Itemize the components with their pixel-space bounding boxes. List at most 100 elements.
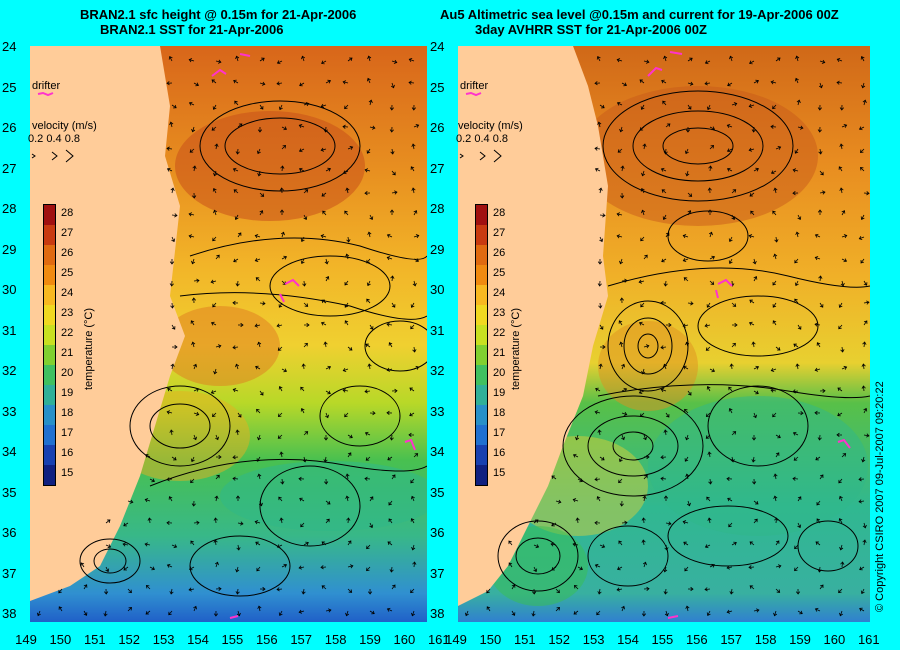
colorbar-swatch xyxy=(44,365,55,386)
colorbar-swatch xyxy=(476,365,487,386)
longitude-tick-label: 150 xyxy=(49,632,72,647)
longitude-tick-label: 160 xyxy=(393,632,416,647)
latitude-tick-label: 28 xyxy=(430,201,445,216)
colorbar-tick-label: 21 xyxy=(61,347,74,359)
sea-height-contours xyxy=(497,90,870,592)
colorbar-swatch xyxy=(476,205,487,226)
colorbar-swatch xyxy=(44,465,55,486)
latitude-tick-label: 25 xyxy=(2,79,17,95)
longitude-tick-label: 156 xyxy=(685,632,708,647)
latitude-tick-label: 26 xyxy=(2,120,17,135)
latitude-tick-label: 26 xyxy=(430,120,445,135)
longitude-tick-label: 153 xyxy=(582,632,605,647)
colorbar-tick-label: 21 xyxy=(493,347,506,359)
colorbar-swatch xyxy=(44,285,55,306)
longitude-tick-label: 159 xyxy=(359,632,381,647)
latitude-tick-label: 38 xyxy=(2,606,17,621)
coastline-land xyxy=(30,46,185,601)
colorbar-tick-label: 20 xyxy=(61,367,74,379)
longitude-tick-label: 151 xyxy=(83,632,106,647)
left-panel-title: BRAN2.1 sfc height @ 0.15m for 21-Apr-20… xyxy=(80,7,357,22)
latitude-tick-label: 35 xyxy=(2,484,17,500)
latitude-tick-label: 35 xyxy=(430,484,445,500)
colorbar-swatch xyxy=(44,305,55,326)
longitude-tick-label: 159 xyxy=(789,632,811,647)
colorbar-tick-label: 23 xyxy=(493,307,506,319)
longitude-tick-label: 158 xyxy=(754,632,777,647)
colorbar-tick-label: 28 xyxy=(493,207,506,219)
latitude-tick-label: 27 xyxy=(2,160,17,176)
latitude-tick-label: 36 xyxy=(2,525,17,540)
latitude-tick-label: 32 xyxy=(2,363,17,378)
colorbar-swatch xyxy=(44,325,55,346)
velocity-legend-arrows xyxy=(459,149,502,163)
colorbar-tick-label: 27 xyxy=(61,227,74,239)
colorbar-tick-label: 15 xyxy=(61,467,74,479)
latitude-tick-label: 29 xyxy=(2,241,17,257)
colorbar-swatch xyxy=(476,225,487,246)
colorbar-swatch xyxy=(476,345,487,366)
colorbar-swatch xyxy=(476,445,487,466)
colorbar-swatch xyxy=(44,345,55,366)
drifter-tracks xyxy=(211,53,416,619)
colorbar-tick-label: 18 xyxy=(61,407,74,419)
longitude-tick-label: 154 xyxy=(187,632,209,647)
colorbar-tick-label: 20 xyxy=(493,367,506,379)
colorbar-swatch xyxy=(44,205,55,226)
colorbar-swatch xyxy=(476,405,487,426)
left-map-panel xyxy=(30,46,427,622)
left-panel-subtitle: BRAN2.1 SST for 21-Apr-2006 xyxy=(100,22,284,37)
longitude-tick-label: 150 xyxy=(479,632,502,647)
colorbar-tick-label: 23 xyxy=(61,307,74,319)
longitude-tick-label: 149 xyxy=(445,632,467,647)
colorbar-swatch xyxy=(476,465,487,486)
longitude-tick-label: 149 xyxy=(15,632,37,647)
colorbar-tick-label: 22 xyxy=(493,327,506,339)
velocity-legend-arrows xyxy=(31,149,74,163)
longitude-tick-label: 154 xyxy=(617,632,639,647)
longitude-tick-label: 161 xyxy=(427,632,450,647)
colorbar-swatch xyxy=(476,285,487,306)
colorbar-swatch xyxy=(476,425,487,446)
latitude-tick-label: 33 xyxy=(430,403,445,419)
right-panel-subtitle: 3day AVHRR SST for 21-Apr-2006 00Z xyxy=(475,22,707,37)
colorbar-tick-label: 17 xyxy=(493,427,506,439)
latitude-tick-label: 37 xyxy=(430,565,445,581)
latitude-tick-label: 24 xyxy=(430,39,445,54)
longitude-tick-label: 152 xyxy=(118,632,141,647)
latitude-tick-label: 28 xyxy=(2,201,17,216)
latitude-tick-label: 27 xyxy=(430,160,445,176)
colorbar-tick-label: 26 xyxy=(61,247,74,259)
colorbar-tick-label: 19 xyxy=(493,387,506,399)
drifter-tracks xyxy=(647,51,851,619)
sea-height-contours xyxy=(79,100,427,597)
velocity-legend-title: velocity (m/s) xyxy=(32,120,97,132)
right-panel-title: Au5 Altimetric sea level @0.15m and curr… xyxy=(440,7,839,22)
velocity-arrows xyxy=(36,55,420,617)
colorbar-tick-label: 16 xyxy=(61,447,74,459)
latitude-tick-label: 30 xyxy=(2,282,17,297)
right-map-panel xyxy=(458,46,870,622)
colorbar-swatch xyxy=(44,225,55,246)
longitude-tick-label: 157 xyxy=(290,632,313,647)
drifter-legend-label: drifter xyxy=(32,80,61,92)
latitude-tick-label: 29 xyxy=(430,241,445,257)
colorbar-tick-label: 27 xyxy=(493,227,506,239)
latitude-tick-label: 31 xyxy=(2,322,17,338)
left-map xyxy=(30,46,427,622)
latitude-tick-label: 31 xyxy=(430,322,445,338)
colorbar-swatch xyxy=(44,425,55,446)
right-map xyxy=(458,46,870,622)
colorbar-swatch xyxy=(476,325,487,346)
longitude-tick-label: 155 xyxy=(221,632,244,647)
drifter-legend-icon xyxy=(37,91,54,97)
copyright-notice: © Copyright CSIRO 2007 09-Jul-2007 09:20… xyxy=(874,381,886,612)
coastline-land xyxy=(458,46,608,606)
colorbar-frame xyxy=(43,204,56,486)
colorbar-swatch xyxy=(44,445,55,466)
colorbar-tick-label: 25 xyxy=(61,267,74,279)
drifter-legend-icon xyxy=(465,91,482,97)
velocity-legend-title: velocity (m/s) xyxy=(458,120,523,132)
latitude-tick-label: 38 xyxy=(430,606,445,621)
colorbar-tick-label: 15 xyxy=(493,467,506,479)
